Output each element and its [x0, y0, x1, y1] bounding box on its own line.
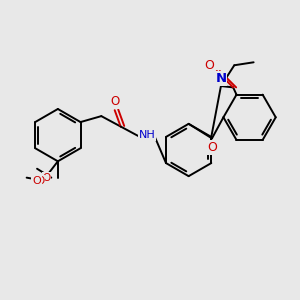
Text: O: O [42, 172, 51, 183]
Text: O: O [110, 95, 119, 108]
Text: O: O [37, 176, 45, 186]
Text: N: N [215, 72, 226, 85]
Text: O: O [204, 58, 214, 72]
Text: NH: NH [139, 130, 156, 140]
Text: O: O [32, 176, 41, 186]
Text: O: O [207, 141, 217, 154]
